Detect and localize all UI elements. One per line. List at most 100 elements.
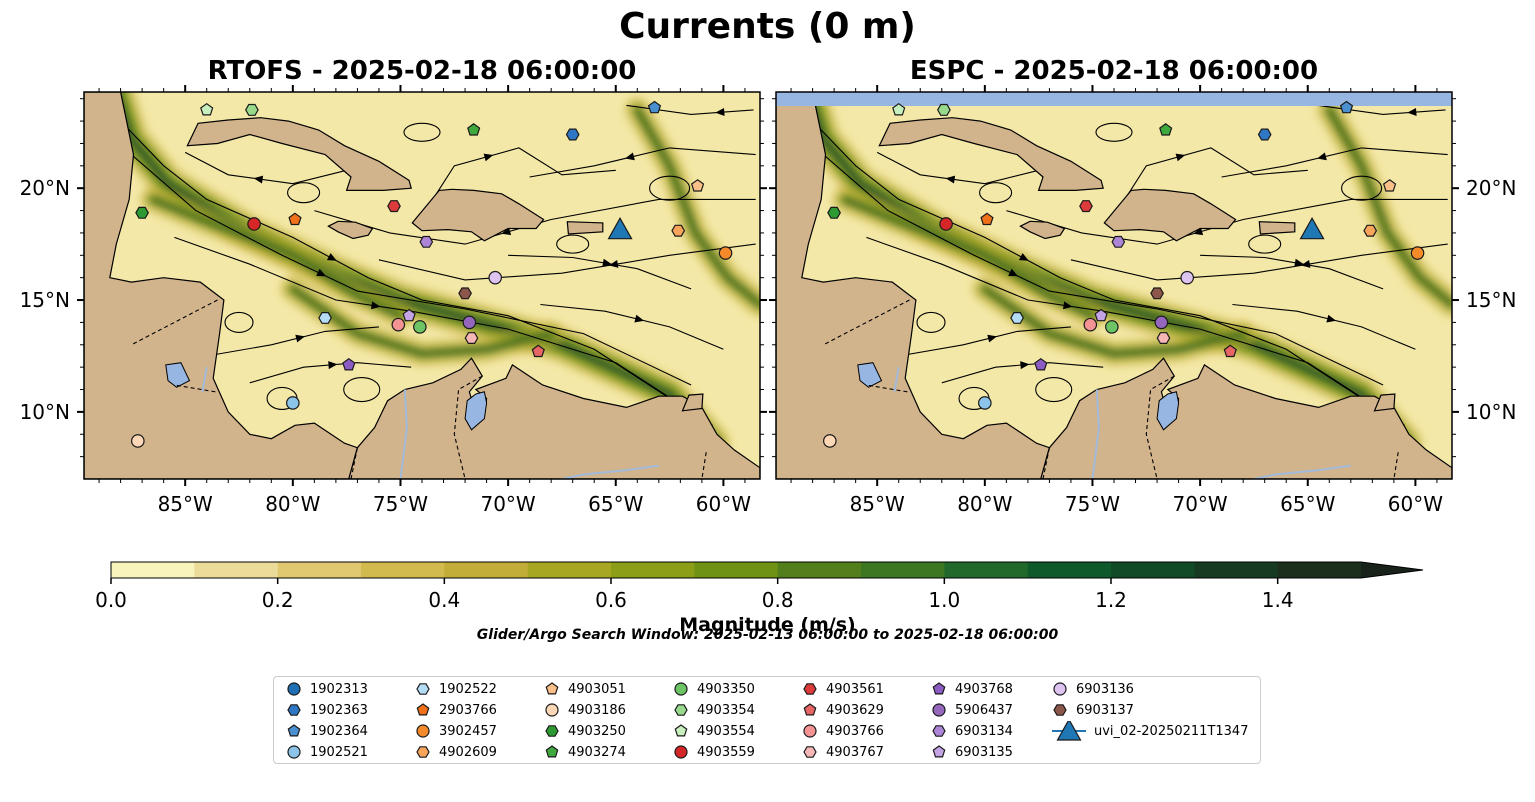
marker-4902609 [671,224,686,237]
legend-marker-icon [416,683,430,695]
streamline-arrow [987,334,997,343]
legend-label: 4902609 [439,744,497,760]
legend-shape [932,703,946,717]
legend-item: 4903629 [802,700,884,720]
streamline [626,104,754,115]
legend-item: 2903766 [415,700,497,720]
lat-label: 20°N [1466,176,1516,200]
legend-marker-icon [416,703,430,716]
legend-item: 1902313 [286,679,368,699]
legend-item: 4903559 [673,742,755,762]
marker-4903250 [135,206,149,219]
axis-ticks [769,85,1459,486]
streamline-arrow [1407,108,1417,116]
profiler-markers [823,100,1452,448]
marker-4903354 [937,103,951,116]
legend-shape [545,682,559,695]
lake-nicaragua [165,362,191,388]
legend-marker-icon [545,725,559,737]
legend-marker-icon [416,724,430,738]
marker-2903766 [980,212,994,226]
marker-4903186 [823,434,837,448]
country-border [1393,452,1399,479]
lon-label: 70°W [480,492,535,516]
figure-title: Currents (0 m) [619,6,916,47]
streamline-arrow [625,152,635,161]
streamline-arrow [608,260,619,268]
marker-4903768 [342,357,356,371]
land-central-america [776,92,1051,479]
lat-label: 10°N [1466,400,1516,424]
eddy-streamline [1095,122,1133,142]
colorbar-segment [777,562,862,578]
legend-item: 4903250 [544,721,626,741]
streamlines [120,104,756,426]
streamline-arrow [483,153,494,162]
colorbar-segment [1194,562,1279,578]
legend-shape [545,725,559,737]
streamline [823,154,1384,386]
legend-item: 4903051 [544,679,626,699]
marker-4903629 [531,344,545,358]
legend-shape [674,682,688,696]
streamline [131,154,692,386]
legend-marker-icon [287,704,301,716]
profiler-markers [131,100,760,448]
streamline [1318,104,1446,115]
marker-4902609 [1363,224,1378,237]
legend-item: 1902363 [286,700,368,720]
no-data-band [776,92,1452,106]
legend-marker-icon [932,682,946,695]
legend-label: 4903768 [955,681,1013,697]
lon-label: 60°W [696,492,751,516]
legend-shape [674,724,688,737]
legend-shape [545,703,559,717]
panel-title-rtofs: RTOFS - 2025-02-18 06:00:00 [207,56,637,86]
legend-shape [932,725,946,737]
legend-label: 1902364 [310,723,368,739]
marker-3902457 [1410,246,1425,260]
streamline-arrow [1018,253,1029,261]
marker-uvi_02-20250211T1347 [607,216,633,240]
legend-shape [287,745,301,759]
legend-item: 4903561 [802,679,884,699]
marker-4903768 [1034,357,1048,371]
panel-title-espc: ESPC - 2025-02-18 06:00:00 [909,56,1319,86]
country-border [131,299,218,346]
legend-label: 6903135 [955,744,1013,760]
legend-item: 6903137 [1052,700,1134,720]
marker-4903350 [1105,320,1119,334]
legend-marker-icon [287,745,301,759]
legend-marker-icon [674,682,688,696]
lon-label: 80°W [957,492,1012,516]
colorbar-tick-label: 0.0 [95,588,127,612]
colorbar-segment [1277,562,1362,578]
legend-shape [932,682,946,695]
streamline-arrow [1020,361,1030,370]
legend-marker-icon [803,746,817,758]
legend-marker-icon [545,703,559,717]
legend-label: 2903766 [439,702,497,718]
streamline-arrow [1326,314,1337,323]
streamline-arrow [1294,258,1304,267]
legend-label: 4903767 [826,744,884,760]
legend-marker-icon [287,724,301,737]
colorbar-tick-label: 1.4 [1262,588,1294,612]
land-hispaniola [1103,188,1237,242]
marker-4903274 [1159,123,1173,136]
marker-1902363 [1257,128,1272,141]
legend-item: 4903766 [802,721,884,741]
lon-label: 85°W [850,492,905,516]
lat-label: 20°N [20,176,70,200]
streamline [1070,243,1448,281]
lon-label: 85°W [158,492,213,516]
marker-4903350 [413,320,427,334]
legend-shape [803,683,817,695]
lat-label: 15°N [20,288,70,312]
speed-band-core [982,286,1246,356]
legend-label: 3902457 [439,723,497,739]
streamline-arrow [295,334,305,343]
eddy-streamline [1341,175,1383,201]
river [399,389,408,479]
colorbar-tick-label: 0.4 [428,588,460,612]
